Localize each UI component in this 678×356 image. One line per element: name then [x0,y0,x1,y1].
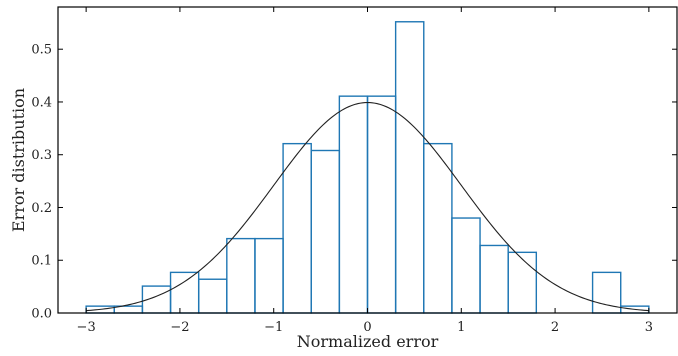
x-tick-label: 2 [551,320,559,335]
x-axis-label: Normalized error [297,332,439,351]
y-axis-label: Error distribution [9,88,28,232]
x-tick-label: −1 [264,320,283,335]
y-axis-ticks: 0.0 0.1 0.2 0.3 0.4 0.5 [31,43,677,322]
x-tick-label: 0 [363,320,371,335]
x-tick-label: −3 [77,320,96,335]
y-tick-label: 0.1 [31,254,52,269]
y-tick-label: 0.4 [31,95,52,110]
x-tick-label: 1 [457,320,465,335]
y-tick-label: 0.0 [31,307,52,322]
x-tick-label: −2 [170,320,189,335]
normal-curve-series [86,101,649,312]
normal-density-curve [86,101,649,312]
y-tick-label: 0.2 [31,201,52,216]
x-axis-ticks: −3 −2 −1 0 1 2 3 [77,7,653,335]
y-tick-label: 0.5 [31,43,52,58]
x-tick-label: 3 [645,320,653,335]
y-tick-label: 0.3 [31,148,52,163]
